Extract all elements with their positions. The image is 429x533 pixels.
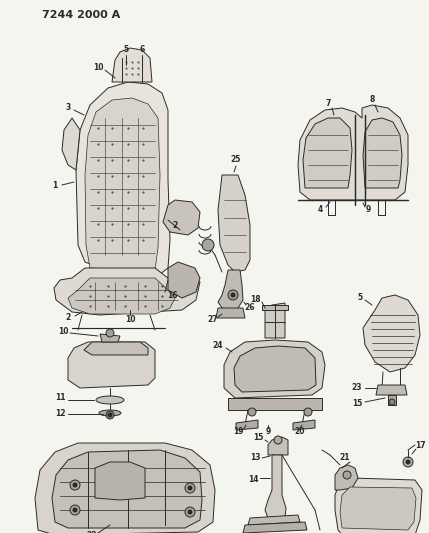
- Polygon shape: [54, 268, 200, 315]
- Polygon shape: [84, 342, 148, 355]
- Polygon shape: [228, 398, 322, 410]
- Polygon shape: [68, 342, 155, 388]
- Circle shape: [188, 510, 192, 514]
- Polygon shape: [298, 105, 408, 200]
- Text: 9: 9: [266, 427, 271, 437]
- Text: 5: 5: [124, 45, 129, 54]
- Text: 1: 1: [52, 181, 57, 190]
- Circle shape: [70, 505, 80, 515]
- Polygon shape: [268, 437, 288, 455]
- Circle shape: [73, 483, 77, 487]
- Text: 18: 18: [250, 295, 260, 304]
- Text: 17: 17: [415, 440, 425, 449]
- Circle shape: [274, 436, 282, 444]
- Text: 24: 24: [213, 341, 223, 350]
- Polygon shape: [100, 334, 120, 342]
- Text: 3: 3: [65, 103, 71, 112]
- Text: 9: 9: [366, 206, 371, 214]
- Text: 4: 4: [317, 206, 323, 214]
- Polygon shape: [363, 295, 420, 372]
- Text: 23: 23: [352, 384, 362, 392]
- Polygon shape: [218, 175, 250, 272]
- Circle shape: [202, 239, 214, 251]
- Circle shape: [185, 507, 195, 517]
- Polygon shape: [340, 487, 416, 530]
- Text: 21: 21: [340, 454, 350, 463]
- Polygon shape: [112, 48, 152, 82]
- Polygon shape: [335, 465, 358, 490]
- Circle shape: [108, 413, 112, 417]
- Text: 5: 5: [357, 294, 363, 303]
- Text: 20: 20: [295, 427, 305, 437]
- Text: 16: 16: [167, 290, 177, 300]
- Text: 26: 26: [245, 303, 255, 312]
- Polygon shape: [216, 308, 245, 318]
- Circle shape: [188, 486, 192, 490]
- Circle shape: [248, 408, 256, 416]
- Polygon shape: [76, 82, 170, 278]
- Text: 6: 6: [139, 45, 145, 54]
- Circle shape: [231, 293, 235, 297]
- Text: 11: 11: [55, 393, 65, 402]
- Polygon shape: [52, 450, 202, 528]
- Polygon shape: [35, 443, 215, 533]
- Polygon shape: [163, 200, 200, 235]
- Polygon shape: [303, 118, 352, 188]
- Circle shape: [304, 408, 312, 416]
- Polygon shape: [236, 420, 258, 430]
- Circle shape: [343, 471, 351, 479]
- Polygon shape: [388, 395, 396, 405]
- Polygon shape: [248, 515, 300, 525]
- Polygon shape: [243, 522, 307, 533]
- Text: 10: 10: [93, 63, 103, 72]
- Polygon shape: [335, 478, 422, 533]
- Text: 15: 15: [253, 433, 263, 442]
- Text: 15: 15: [352, 400, 362, 408]
- Polygon shape: [62, 118, 80, 170]
- Polygon shape: [376, 385, 407, 395]
- Polygon shape: [363, 118, 402, 188]
- Polygon shape: [262, 305, 288, 310]
- Text: 12: 12: [55, 409, 65, 418]
- Text: 13: 13: [250, 454, 260, 463]
- Circle shape: [73, 508, 77, 512]
- Circle shape: [106, 329, 114, 337]
- Circle shape: [406, 460, 410, 464]
- Text: 19: 19: [233, 427, 243, 437]
- Circle shape: [70, 480, 80, 490]
- Text: 8: 8: [369, 95, 375, 104]
- Text: 2: 2: [65, 313, 71, 322]
- Text: 2: 2: [172, 221, 178, 230]
- Text: 14: 14: [248, 475, 258, 484]
- Polygon shape: [68, 278, 175, 314]
- Circle shape: [106, 411, 114, 419]
- Text: 7: 7: [325, 99, 331, 108]
- Circle shape: [389, 399, 395, 405]
- Polygon shape: [293, 420, 315, 430]
- Polygon shape: [168, 262, 200, 298]
- Polygon shape: [95, 462, 145, 500]
- Ellipse shape: [96, 396, 124, 404]
- Polygon shape: [265, 303, 285, 338]
- Text: 22: 22: [87, 530, 97, 533]
- Text: 25: 25: [231, 156, 241, 165]
- Polygon shape: [234, 346, 316, 392]
- Polygon shape: [85, 98, 160, 270]
- Circle shape: [403, 457, 413, 467]
- Circle shape: [228, 290, 238, 300]
- Polygon shape: [224, 340, 325, 398]
- Polygon shape: [265, 455, 286, 520]
- Text: 27: 27: [208, 316, 218, 325]
- Text: 7244 2000 A: 7244 2000 A: [42, 10, 120, 20]
- Text: 10: 10: [58, 327, 68, 336]
- Text: 10: 10: [125, 316, 135, 325]
- Ellipse shape: [99, 410, 121, 416]
- Polygon shape: [218, 270, 243, 310]
- Circle shape: [185, 483, 195, 493]
